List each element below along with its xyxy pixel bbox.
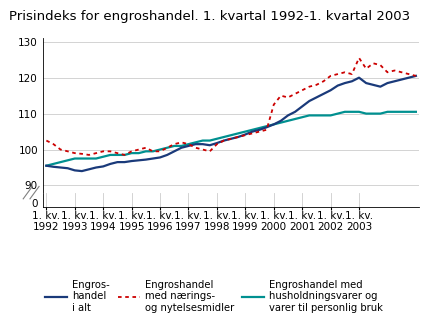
Legend: Engros-
handel
i alt, Engroshandel
med nærings-
og nytelsesmidler, Engroshandel : Engros- handel i alt, Engroshandel med n… [45, 280, 383, 313]
Text: Prisindeks for engroshandel. 1. kvartal 1992-1. kvartal 2003: Prisindeks for engroshandel. 1. kvartal … [9, 10, 410, 23]
